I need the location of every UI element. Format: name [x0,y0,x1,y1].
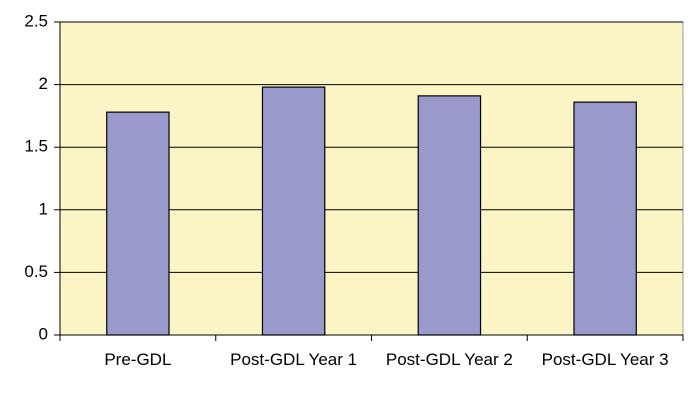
bar [417,95,482,336]
y-tick-label: 1 [39,199,48,218]
y-tick-label: 0.5 [24,262,48,281]
bar [106,111,170,336]
x-tick-label: Post-GDL Year 2 [385,350,513,369]
x-tick-label: Pre-GDL [104,350,172,369]
x-tick-label: Post-GDL Year 1 [230,350,358,369]
y-tick-label: 1.5 [24,137,48,156]
y-tick-label: 0 [39,324,48,343]
x-tick-label: Post-GDL Year 3 [541,350,669,369]
y-tick-label: 2.5 [24,11,48,30]
bar [573,101,637,336]
bar [261,86,326,336]
y-tick-label: 2 [39,74,48,93]
